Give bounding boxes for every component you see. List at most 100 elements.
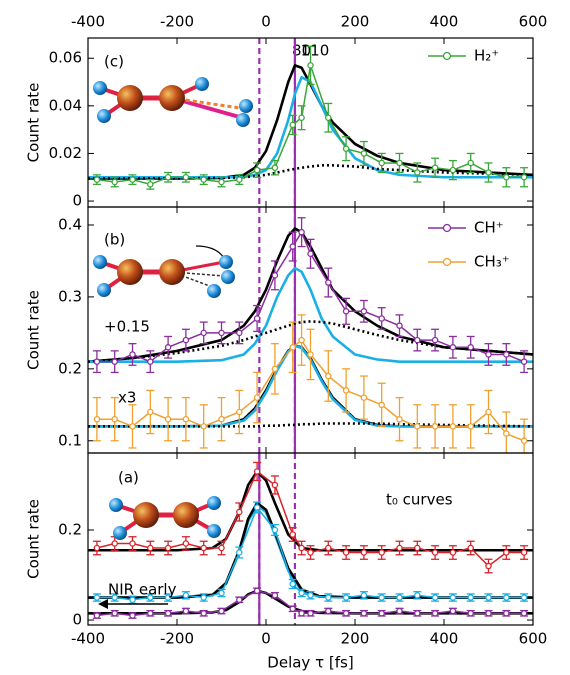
data-point: [289, 605, 296, 613]
x-tick-label: 0: [261, 630, 271, 648]
data-point: [253, 587, 261, 595]
data-point: [236, 408, 243, 416]
data-point: [147, 408, 154, 416]
fit-line: [88, 470, 533, 552]
annotation: (a): [118, 469, 139, 487]
data-point: [111, 540, 118, 547]
data-point: [289, 344, 296, 351]
y-tick-label: 0: [72, 192, 82, 210]
data-point: [129, 351, 136, 358]
data-point: [503, 594, 510, 601]
legend-label: CH₃⁺: [474, 253, 510, 271]
data-point: [467, 159, 474, 167]
fit-line: [88, 266, 533, 363]
data-point: [289, 580, 296, 588]
data-point: [218, 589, 225, 597]
data-point: [200, 544, 207, 552]
data-point: [129, 596, 136, 604]
data-point: [200, 176, 207, 183]
data-point: [253, 468, 261, 475]
fit-line: [88, 501, 533, 599]
panel: 0.1 0.2 0.3 0.4 Count rate CH⁺ CH₃⁺ (b) +0.15 x3: [25, 206, 534, 454]
data-point: [360, 394, 368, 401]
data-point: [182, 415, 190, 423]
legend-label: H₂⁺: [474, 47, 499, 65]
data-point: [520, 610, 528, 617]
data-point: [129, 423, 136, 430]
data-point: [271, 481, 279, 489]
data-point: [298, 336, 305, 344]
data-point: [325, 114, 332, 121]
data-point: [485, 169, 492, 176]
plot-frame: [87, 452, 534, 626]
data-point: [236, 176, 243, 183]
x-tick-label: 400: [430, 630, 459, 648]
data-point: [360, 150, 368, 157]
data-point: [93, 176, 101, 183]
data-point: [307, 351, 314, 358]
data-point: [485, 594, 492, 601]
molecule-b: [93, 245, 235, 298]
data-point: [307, 250, 314, 258]
data-point: [342, 549, 350, 556]
annotation: x3: [118, 389, 136, 407]
data-point: [164, 610, 172, 617]
data-point: [396, 544, 403, 552]
data-point: [396, 159, 403, 167]
series-group: [88, 217, 533, 453]
data-point: [449, 594, 457, 601]
data-point: [378, 610, 385, 617]
data-point: [147, 544, 154, 552]
data-point: [449, 423, 457, 430]
legend-marker: [442, 257, 452, 267]
data-point: [182, 173, 190, 181]
fit-dotted: [88, 422, 533, 428]
x2-tick-label: 110: [301, 42, 330, 60]
data-point: [485, 610, 492, 617]
series-group: [88, 45, 533, 190]
data-point: [485, 351, 492, 358]
fit-dotted: [88, 164, 533, 180]
annotation: (b): [104, 231, 125, 249]
legend-label: CH⁺: [474, 219, 504, 237]
data-point: [147, 181, 154, 188]
data-point: [129, 612, 136, 619]
data-point: [396, 594, 403, 601]
data-point: [298, 114, 305, 121]
data-point: [271, 526, 279, 534]
data-point: [431, 549, 439, 556]
annotation: (c): [104, 53, 124, 71]
y-tick-label: 0.02: [49, 144, 82, 162]
annotation: NIR early: [108, 581, 177, 599]
panel: 0 0.2 -400 -200 0 200 400 600 Delay τ [fs] Count …: [25, 452, 547, 672]
data-point: [200, 423, 207, 430]
data-point: [307, 610, 314, 617]
data-point: [253, 394, 261, 401]
data-point: [467, 544, 474, 552]
y-axis-label: Count rate: [25, 83, 43, 163]
x2-tick-label: 400: [430, 13, 459, 31]
data-point: [520, 358, 528, 365]
data-point: [360, 610, 368, 617]
data-point: [218, 415, 225, 423]
data-point: [182, 540, 190, 547]
x-tick-label: 200: [341, 630, 370, 648]
data-point: [449, 607, 457, 615]
fit-line: [88, 344, 533, 428]
y-axis-label: Count rate: [25, 499, 43, 579]
y-tick-label: 0.06: [49, 49, 82, 67]
data-point: [164, 594, 172, 601]
data-point: [378, 159, 385, 167]
data-point: [298, 610, 305, 617]
data-point: [325, 279, 332, 286]
data-point: [182, 607, 190, 615]
legend-marker: [442, 51, 452, 61]
data-point: [236, 329, 243, 337]
data-point: [360, 549, 368, 556]
data-point: [200, 329, 207, 337]
data-point: [289, 531, 296, 538]
data-point: [414, 169, 421, 176]
data-point: [378, 549, 385, 556]
